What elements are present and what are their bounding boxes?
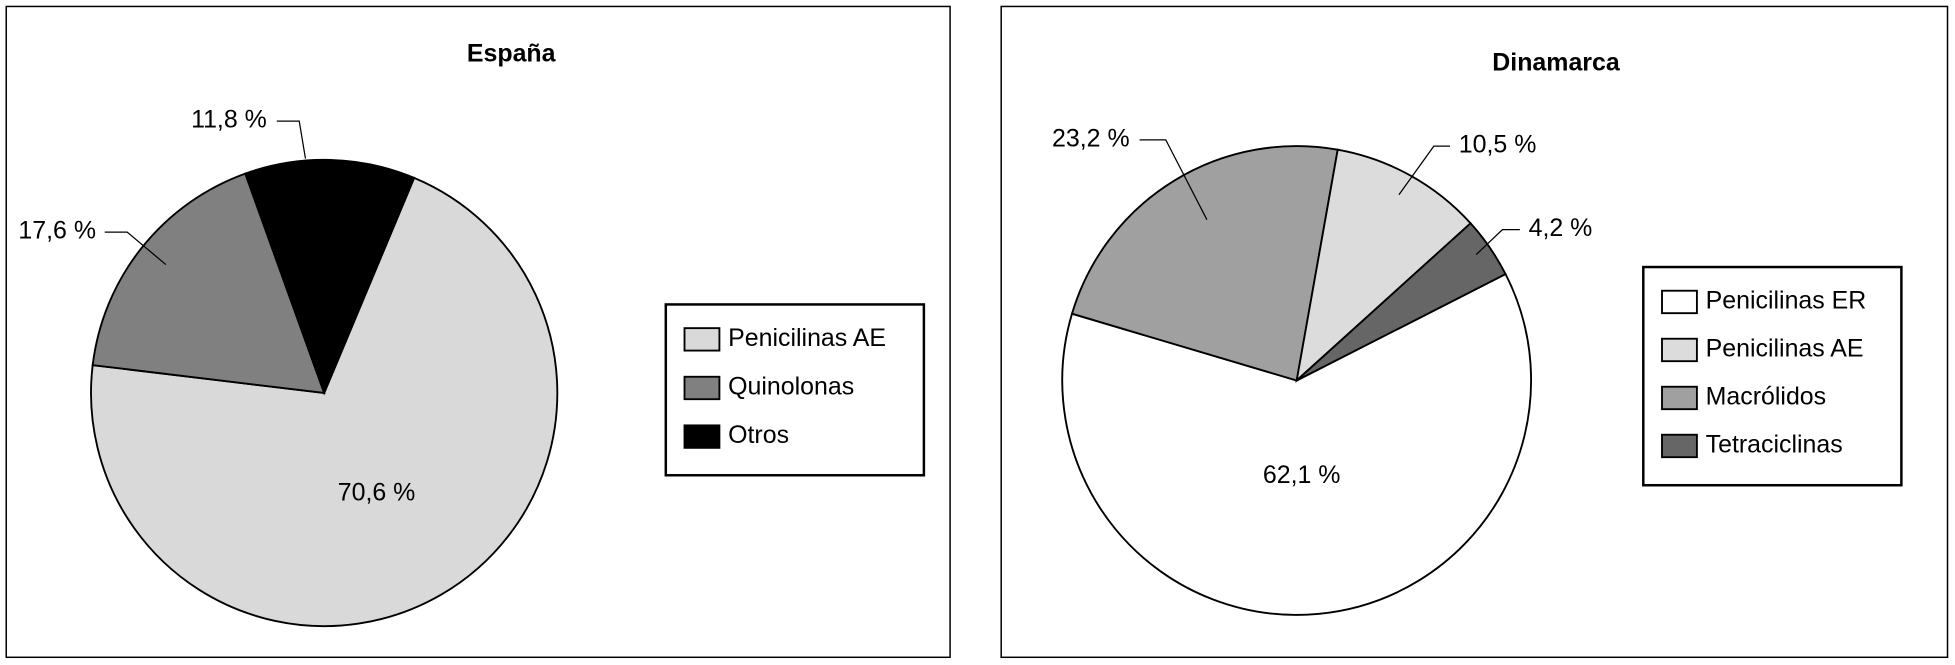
data-label: 70,6 %: [338, 479, 416, 507]
legend-swatch: [1661, 385, 1698, 411]
leader-line: [276, 120, 307, 159]
pie-slice: [1070, 145, 1339, 382]
legend-label: Penicilinas AE: [728, 324, 886, 352]
chart-title: Dinamarca: [1492, 48, 1621, 76]
pie-slice: [1061, 272, 1532, 616]
legend-swatch: [1661, 433, 1698, 459]
legend-label: Penicilinas AE: [1706, 335, 1864, 363]
legend-label: Macrólidos: [1706, 383, 1827, 411]
legend-swatch: [683, 424, 721, 449]
data-label: 4,2 %: [1529, 214, 1593, 242]
data-label: 11,8 %: [191, 106, 267, 134]
legend-label: Tetraciclinas: [1706, 431, 1843, 459]
pie-slice: [1296, 221, 1507, 382]
pie-slice: [91, 172, 326, 395]
data-label: 10,5 %: [1459, 131, 1537, 159]
leader-line: [1475, 229, 1520, 256]
legend-swatch: [683, 375, 721, 401]
legend-swatch: [683, 327, 721, 352]
legend-swatch: [1661, 289, 1698, 315]
pie-slice: [1295, 148, 1472, 384]
chart-title: España: [467, 40, 557, 68]
leader-line: [1139, 139, 1208, 220]
leader-line: [1398, 145, 1451, 196]
legend-label: Penicilinas ER: [1706, 287, 1867, 315]
legend-swatch: [1661, 337, 1698, 363]
data-label: 62,1 %: [1263, 461, 1341, 489]
pie-slice: [244, 158, 416, 396]
data-label: 17,6 %: [18, 217, 96, 245]
leader-line: [104, 231, 167, 266]
pie-slice: [90, 176, 559, 628]
legend-label: Quinolonas: [728, 373, 854, 401]
legend-label: Otros: [728, 421, 789, 449]
data-label: 23,2 %: [1052, 124, 1130, 152]
